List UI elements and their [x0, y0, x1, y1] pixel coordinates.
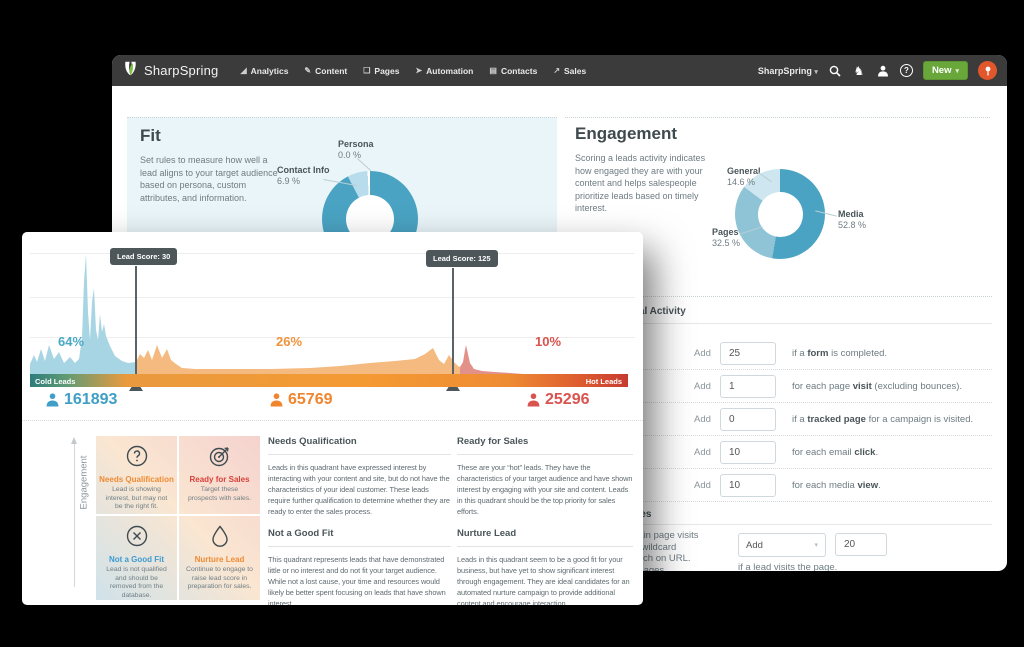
pin-button[interactable] [978, 61, 997, 80]
axis-arrow-icon [71, 437, 77, 444]
nav-item-analytics[interactable]: ◢ Analytics [240, 65, 289, 76]
score-rule-row: Add for each page visit (excluding bounc… [610, 370, 992, 403]
main-menu: ◢ Analytics ✎ Content ❑ Pages ➤ Automation ▤… [240, 66, 586, 76]
cold-leads-label: Cold Leads [35, 376, 76, 386]
lead-score-tooltip-high: Lead Score: 125 [426, 250, 498, 267]
engagement-donut-label-media: Media 52.8 % [838, 209, 867, 230]
engagement-donut-label-pages: Pages 32.5 % [712, 227, 741, 248]
chevron-down-icon: ▾ [814, 68, 818, 76]
chevron-down-icon: ▾ [814, 542, 818, 549]
divider [590, 524, 992, 525]
content-icon: ✎ [304, 66, 312, 75]
general-activity-title: General Activity [610, 306, 686, 317]
divider [22, 420, 643, 421]
pegasus-icon[interactable]: ♞ [853, 63, 865, 78]
account-menu[interactable]: SharpSpring ▾ [757, 65, 818, 76]
nav-item-automation[interactable]: ➤ Automation [415, 65, 474, 76]
lead-temperature-gradient-bar: Cold Leads Hot Leads [30, 374, 628, 387]
score-rule-row: Add for each email click. [610, 436, 992, 469]
divider [610, 323, 992, 324]
fit-donut-label-contact-info: Contact Info 6.9 % [277, 165, 330, 186]
person-icon [46, 393, 59, 407]
search-icon[interactable] [828, 64, 842, 78]
sharpspring-logo[interactable]: SharpSpring [122, 60, 218, 82]
detail-nurture-lead: Nurture Lead Leads in this quadrant seem… [457, 528, 633, 605]
warm-percent-label: 26% [276, 334, 303, 349]
person-icon [527, 393, 540, 407]
nav-item-sales[interactable]: ↗ Sales [553, 65, 587, 76]
general-activity-section: General Activity Add if a form is comple… [610, 296, 992, 503]
detail-ready-for-sales: Ready for Sales These are your “hot” lea… [457, 436, 633, 516]
score-value-input[interactable] [720, 440, 776, 464]
hot-leads-count: 25296 [527, 391, 590, 409]
help-icon[interactable]: ? [899, 64, 913, 77]
sales-icon: ↗ [553, 66, 561, 75]
top-nav: SharpSpring ◢ Analytics ✎ Content ❑ Pages ➤… [112, 55, 1007, 86]
cold-leads-count: 161893 [46, 391, 117, 409]
pages-section: Pages Score certain page visits using yo… [590, 503, 992, 571]
engagement-axis [74, 444, 75, 587]
quadrant-nurture-lead: Nurture Lead Continue to engage to raise… [178, 515, 261, 601]
fit-donut-label-persona: Persona 0.0 % [338, 139, 374, 160]
user-icon[interactable] [876, 64, 890, 78]
quadrant-not-a-good-fit: Not a Good Fit Lead is not qualified and… [95, 515, 178, 601]
gridline [30, 297, 635, 298]
lead-score-distribution-chart [30, 254, 620, 376]
nav-item-pages[interactable]: ❑ Pages [363, 65, 400, 76]
hot-leads-area [460, 345, 620, 376]
score-rule-row: Add if a tracked page for a campaign is … [610, 403, 992, 436]
gridline [30, 253, 635, 254]
analytics-icon: ◢ [240, 66, 247, 75]
score-rule-row: Add if a form is completed. [610, 337, 992, 370]
quadrant-ready-for-sales: Ready for Sales Target these prospects w… [178, 435, 261, 515]
person-icon [270, 393, 283, 407]
detail-needs-qualification: Needs Qualification Leads in this quadra… [268, 436, 451, 516]
target-icon [208, 447, 232, 472]
page-visit-value-input[interactable] [835, 533, 887, 556]
score-rule-row: Add for each media view. [610, 469, 992, 502]
fit-description: Set rules to measure how well a lead ali… [140, 155, 278, 203]
chevron-down-icon: ▾ [955, 67, 959, 75]
question-circle-icon [125, 445, 149, 472]
engagement-title: Engagement [575, 124, 678, 143]
score-value-input[interactable] [720, 374, 776, 398]
engagement-description: Scoring a leads activity indicates how e… [575, 153, 706, 213]
score-value-input[interactable] [720, 473, 776, 497]
nav-right-group: SharpSpring ▾ ♞ ? New ▾ [758, 61, 997, 80]
lead-score-card: Lead Score: 30 Lead Score: 125 64% 26% 1… [22, 232, 643, 605]
engagement-axis-label: Engagement [78, 455, 90, 510]
engagement-donut-label-general: General 14.6 % [727, 166, 761, 187]
warm-leads-count: 65769 [270, 391, 333, 409]
hot-leads-label: Hot Leads [585, 376, 622, 386]
fit-engagement-matrix: Needs Qualification Lead is showing inte… [95, 435, 261, 601]
contacts-icon: ▤ [489, 66, 497, 75]
engagement-donut-chart [735, 169, 825, 259]
logo-text: SharpSpring [144, 63, 219, 78]
gridline [30, 337, 635, 338]
pushpin-icon [985, 66, 990, 75]
pages-icon: ❑ [363, 66, 371, 75]
automation-icon: ➤ [415, 66, 423, 75]
x-circle-icon [125, 525, 149, 552]
new-button[interactable]: New ▾ [922, 61, 968, 80]
cold-leads-area [30, 254, 136, 376]
detail-not-a-good-fit: Not a Good Fit This quadrant represents … [268, 528, 451, 605]
quadrant-needs-qualification: Needs Qualification Lead is showing inte… [95, 435, 178, 515]
score-value-input[interactable] [720, 407, 776, 431]
lead-score-marker-line[interactable] [452, 268, 454, 382]
fit-title: Fit [140, 126, 161, 145]
hot-percent-label: 10% [535, 334, 562, 349]
lead-score-marker-line[interactable] [135, 266, 137, 382]
page-visit-hint: if a lead visits the page. [738, 562, 838, 571]
drop-icon [208, 525, 232, 552]
warm-leads-area [136, 345, 460, 376]
lead-score-tooltip-low: Lead Score: 30 [110, 248, 178, 265]
nav-item-contacts[interactable]: ▤ Contacts [489, 65, 538, 76]
score-value-input[interactable] [720, 341, 776, 365]
sharpspring-logo-icon [122, 60, 139, 82]
cold-percent-label: 64% [58, 334, 85, 349]
nav-item-content[interactable]: ✎ Content [304, 65, 348, 76]
page-visit-action-select[interactable]: Add ▾ [738, 533, 826, 557]
